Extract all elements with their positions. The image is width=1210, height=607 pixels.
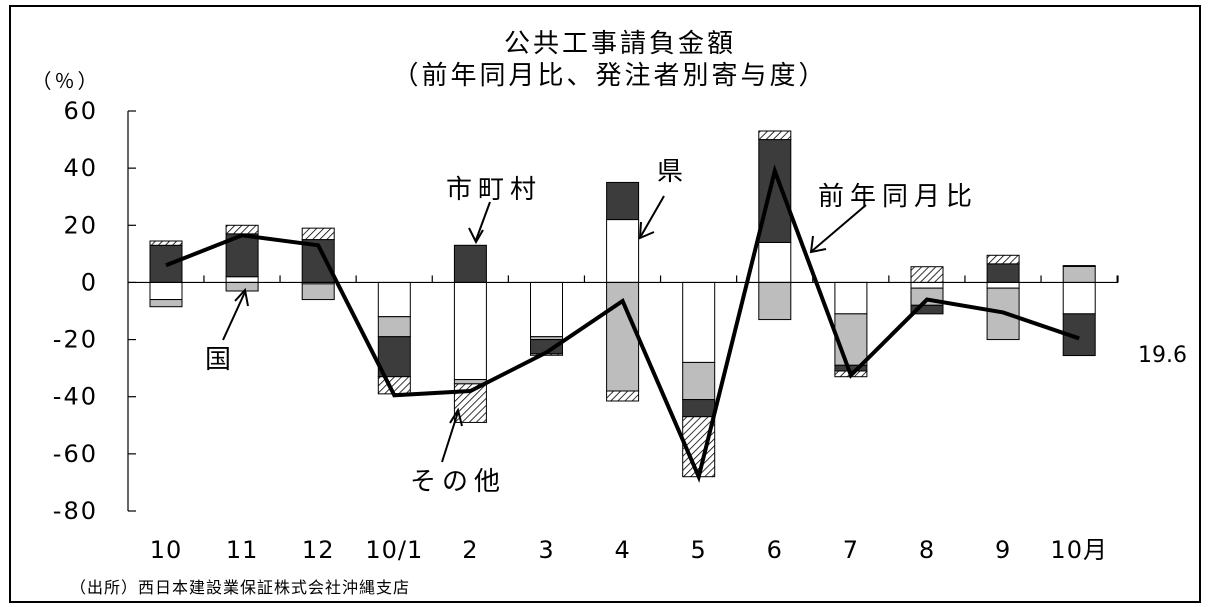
y-tick-label: -60 <box>53 440 98 468</box>
x-tick-label: 12 <box>302 536 335 564</box>
annotation-other-arrow <box>441 411 459 463</box>
annotation-national-arrowhead <box>234 287 249 307</box>
annotation-prefecture-arrowhead <box>638 221 655 240</box>
bar-segment-national <box>606 219 640 283</box>
annotation-yoy-arrowhead <box>809 235 827 254</box>
bar-segment-other <box>986 254 1020 265</box>
annotation-other-arrowhead <box>449 407 463 427</box>
y-tick-label: -40 <box>53 383 98 411</box>
bar-segment-national <box>682 281 716 363</box>
annotation-other: その他 <box>410 467 506 497</box>
bar-segment-municipal <box>758 139 792 243</box>
bar-segment-national <box>834 281 868 315</box>
y-tick-label: 0 <box>81 268 98 296</box>
annotation-yoy-arrow <box>811 204 867 252</box>
bar-segment-national <box>758 241 792 283</box>
bar-segment-prefecture <box>149 299 183 308</box>
y-tick-label: 40 <box>63 154 98 182</box>
x-tick-label: 6 <box>767 536 783 564</box>
bar-segment-prefecture <box>377 316 411 338</box>
y-axis: 60 40 20 0 -20 -40 -60 -80 <box>53 97 136 525</box>
annotation-prefecture: 県 <box>657 157 689 187</box>
bar-segment-other <box>606 390 640 402</box>
chart-subtitle: （前年同月比、発注者別寄与度） <box>392 61 827 91</box>
bar-segment-national <box>225 276 259 283</box>
y-tick-label: 60 <box>63 97 98 125</box>
bar-segment-municipal <box>986 263 1020 283</box>
x-tick-label: 4 <box>614 536 630 564</box>
y-tick-label: -80 <box>53 497 98 525</box>
x-tick-label: 2 <box>462 536 478 564</box>
x-tick-label: 3 <box>538 536 554 564</box>
x-axis-labels: 10 11 12 10/1 2 3 4 5 6 7 8 9 10月 <box>150 536 1108 564</box>
annotation-national: 国 <box>205 345 237 375</box>
bar-segment-prefecture <box>1062 265 1096 283</box>
annotation-municipal-arrow <box>475 201 491 241</box>
bar-segment-prefecture <box>225 281 259 292</box>
y-tick-label: 20 <box>63 211 98 239</box>
bar-segment-other <box>149 240 183 246</box>
bar-segment-national <box>377 281 411 318</box>
x-tick-label: 10月 <box>1050 536 1108 564</box>
x-tick-label: 9 <box>995 536 1011 564</box>
annotation-municipal: 市町村 <box>446 175 542 205</box>
zero-axis <box>128 275 1119 284</box>
bar-segment-municipal <box>910 304 944 315</box>
x-tick-label: 10/1 <box>365 536 423 564</box>
bar-segment-other <box>758 130 792 141</box>
chart-frame <box>9 5 1201 603</box>
bar-segment-municipal <box>682 399 716 418</box>
bar-segment-national <box>910 281 944 289</box>
x-tick-label: 8 <box>919 536 935 564</box>
y-axis-unit: （％） <box>32 69 101 93</box>
x-tick-label: 5 <box>691 536 707 564</box>
bar-segment-other <box>910 266 944 283</box>
x-tick-label: 11 <box>226 536 259 564</box>
annotation-yoy: 前年同月比 <box>818 182 978 212</box>
source-note: （出所）西日本建設業保証株式会社沖縄支店 <box>70 578 410 597</box>
annotation-municipal-arrowhead <box>468 227 484 245</box>
bar-segment-national <box>453 281 487 381</box>
x-tick-label: 7 <box>843 536 859 564</box>
y-tick-label: -20 <box>53 326 98 354</box>
chart-title: 公共工事請負金額 <box>504 29 736 59</box>
end-value-label: 19.6 <box>1138 343 1187 368</box>
bar-segment-prefecture <box>682 361 716 401</box>
bar-segment-prefecture <box>834 313 868 366</box>
bar-segment-national <box>1062 281 1096 315</box>
bar-segment-prefecture <box>301 283 335 301</box>
bar-segment-municipal <box>453 244 487 283</box>
bar-segment-prefecture <box>758 281 792 321</box>
bar-segment-national <box>530 281 563 338</box>
annotation-prefecture-arrow <box>640 195 665 237</box>
bar-segment-national <box>149 281 183 301</box>
bar-segment-other <box>1062 265 1096 267</box>
bar-segment-national <box>986 281 1020 289</box>
yoy-line <box>165 164 1080 483</box>
bar-segment-other <box>301 227 335 241</box>
annotation-national-arrow <box>222 291 246 341</box>
x-tick-label: 10 <box>150 536 183 564</box>
bar-segment-other <box>225 224 259 235</box>
bar-segment-municipal <box>606 181 640 221</box>
